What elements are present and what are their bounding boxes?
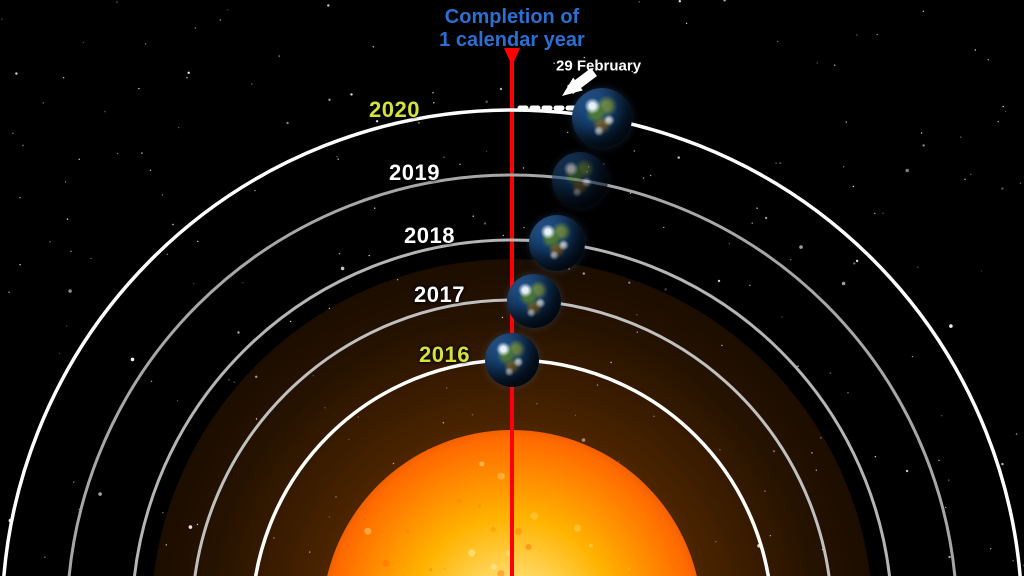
year-label-2018: 2018 <box>404 223 455 249</box>
year-label-2020: 2020 <box>369 97 420 123</box>
earth-2020 <box>572 88 632 148</box>
earth-2016 <box>485 333 539 387</box>
year-label-2016: 2016 <box>419 342 470 368</box>
earth-2019 <box>552 152 608 208</box>
year-label-2017: 2017 <box>414 282 465 308</box>
earth-2017 <box>507 274 561 328</box>
feb29-label: 29 February <box>556 58 641 75</box>
earth-2018 <box>529 215 585 271</box>
year-label-2019: 2019 <box>389 160 440 186</box>
title: Completion of 1 calendar year <box>439 6 585 52</box>
